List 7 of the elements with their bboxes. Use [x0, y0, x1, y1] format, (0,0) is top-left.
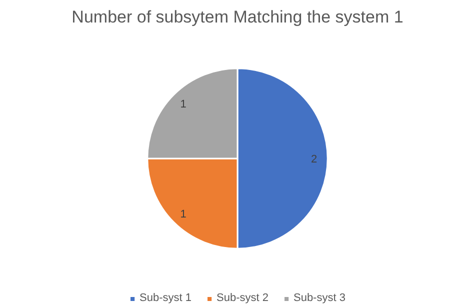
data-label: 2: [311, 153, 318, 166]
legend-label: Sub-syst 3: [293, 292, 346, 304]
legend-label: Sub-syst 1: [140, 292, 192, 304]
data-label: 1: [180, 208, 186, 220]
data-label: 1: [180, 98, 186, 111]
legend-label: Sub-syst 2: [216, 292, 268, 304]
chart-title: Number of subsytem Matching the system 1: [72, 8, 404, 26]
